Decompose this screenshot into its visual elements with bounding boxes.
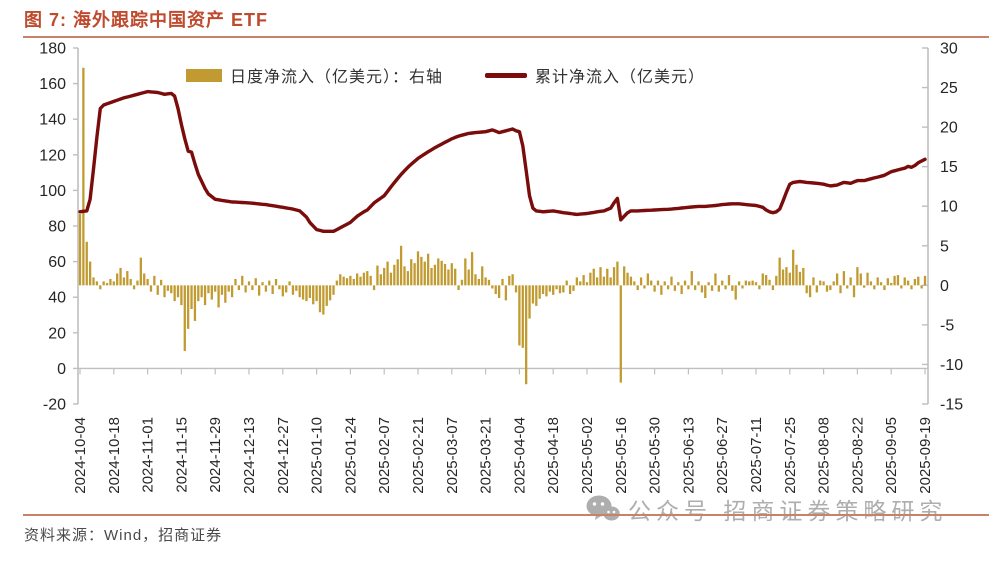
x-tick-label: 2024-11-29 <box>207 417 224 493</box>
svg-text:40: 40 <box>48 290 66 307</box>
svg-text:160: 160 <box>39 76 66 93</box>
watermark-text: 公众号 招商证券策略研究 <box>628 498 948 524</box>
svg-text:0: 0 <box>940 278 949 295</box>
x-tick-label: 2025-05-16 <box>613 417 630 494</box>
title-rule <box>23 36 989 38</box>
x-tick-label: 2025-02-21 <box>410 417 427 494</box>
x-tick-label: 2025-05-02 <box>579 417 596 494</box>
svg-text:180: 180 <box>39 41 66 58</box>
x-tick-label: 2025-07-25 <box>782 417 799 494</box>
legend-bar-label: 日度净流入（亿美元）：右轴 <box>230 69 444 86</box>
x-tick-label: 2024-12-27 <box>275 417 292 494</box>
x-tick-label: 2025-08-08 <box>816 417 833 494</box>
svg-text:0: 0 <box>57 361 66 378</box>
svg-text:20: 20 <box>940 120 958 137</box>
x-tick-label: 2025-09-19 <box>917 417 934 494</box>
x-tick-label: 2025-06-27 <box>714 417 731 494</box>
x-tick-label: 2025-03-21 <box>478 417 495 494</box>
chart-legend: 日度净流入（亿美元）：右轴 累计净流入（亿美元） <box>186 63 705 87</box>
x-tick-label: 2025-08-22 <box>849 417 866 494</box>
x-tick-label: 2025-09-05 <box>883 417 900 494</box>
legend-line-label: 累计净流入（亿美元） <box>535 69 706 86</box>
svg-text:-10: -10 <box>940 357 963 374</box>
x-tick-label: 2025-04-04 <box>511 417 528 494</box>
daily-netflow-bars <box>78 67 927 385</box>
x-tick-label: 2025-01-24 <box>342 417 359 494</box>
wechat-icon <box>586 495 620 521</box>
page-title: 图 7: 海外跟踪中国资产 ETF <box>24 10 269 30</box>
x-tick-label: 2025-05-30 <box>647 417 664 494</box>
cumulative-netflow-line <box>78 89 927 233</box>
svg-text:15: 15 <box>940 159 958 176</box>
x-tick-label: 2024-11-15 <box>173 417 190 493</box>
svg-text:5: 5 <box>940 238 949 255</box>
svg-text:100: 100 <box>39 183 66 200</box>
footer-rule <box>23 514 989 516</box>
x-tick-label: 2024-11-01 <box>140 417 157 493</box>
x-tick-label: 2024-12-13 <box>241 417 258 494</box>
svg-text:120: 120 <box>39 147 66 164</box>
svg-text:-20: -20 <box>43 397 66 414</box>
svg-text:-5: -5 <box>940 317 954 334</box>
legend-bar-swatch <box>186 68 222 82</box>
svg-text:-15: -15 <box>940 397 963 414</box>
legend-line-swatch <box>485 72 528 78</box>
svg-text:30: 30 <box>940 41 958 58</box>
x-tick-label: 2025-04-18 <box>545 417 562 494</box>
source-note: 资料来源：Wind，招商证券 <box>24 527 223 544</box>
x-tick-label: 2024-10-18 <box>106 417 123 494</box>
svg-text:20: 20 <box>48 325 66 342</box>
x-tick-label: 2025-02-07 <box>376 417 393 494</box>
x-tick-label: 2025-03-07 <box>444 417 461 494</box>
svg-text:60: 60 <box>48 254 66 271</box>
svg-text:80: 80 <box>48 219 66 236</box>
x-tick-label: 2025-06-13 <box>680 417 697 494</box>
svg-text:25: 25 <box>940 80 958 97</box>
watermark: 公众号 招商证券策略研究 <box>586 492 947 526</box>
x-tick-label: 2024-10-04 <box>72 417 89 494</box>
x-tick-label: 2025-07-11 <box>748 417 765 493</box>
x-tick-label: 2025-01-10 <box>309 417 326 494</box>
svg-text:140: 140 <box>39 112 66 129</box>
svg-text:10: 10 <box>940 199 958 216</box>
